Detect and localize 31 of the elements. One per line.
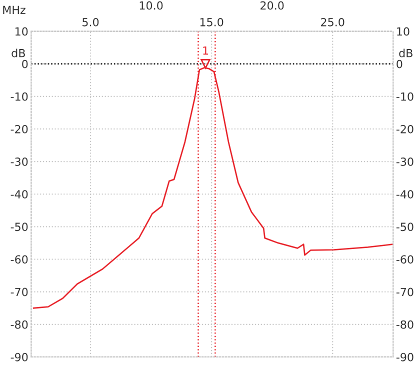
y-tick-label: 10 [16,27,28,36]
y-tick-label: 0 [22,60,28,68]
annotation: 1 [203,46,208,55]
y-tick-label: -10 [10,92,28,101]
y2-tick-label: -70 [396,288,414,296]
x-tick-label: 25.0 [321,18,344,26]
y-tick-label: -80 [10,320,28,329]
x2-tick-label: 20.0 [260,1,284,10]
y-tick-label: -70 [10,288,28,296]
y-axis-title: dB [12,48,25,58]
x2-tick-label: 10.0 [140,1,163,10]
x-tick-label: 5.0 [82,18,99,26]
x-axis-title: MHz [3,6,26,14]
y-tick-label: -40 [10,190,28,198]
y2-tick-label: -60 [396,255,414,264]
y2-tick-label: 10 [397,27,410,36]
y2-tick-label: 0 [396,60,402,68]
y2-tick-label: -90 [396,352,414,362]
y2-tick-label: -50 [396,222,414,232]
y2-tick-label: -20 [396,124,414,134]
y2-tick-label: -40 [396,190,414,198]
y-tick-label: -30 [10,158,28,166]
y2-axis-title: dB [399,48,412,58]
y-tick-label: -50 [10,222,28,232]
y-tick-label: -20 [10,124,28,134]
y-tick-label: -60 [10,255,28,264]
y2-tick-label: -30 [396,158,414,166]
y2-tick-label: -10 [396,92,414,101]
y-tick-label: -90 [10,352,28,362]
x-tick-label: 15.0 [200,18,224,26]
y2-tick-label: -80 [396,320,414,329]
